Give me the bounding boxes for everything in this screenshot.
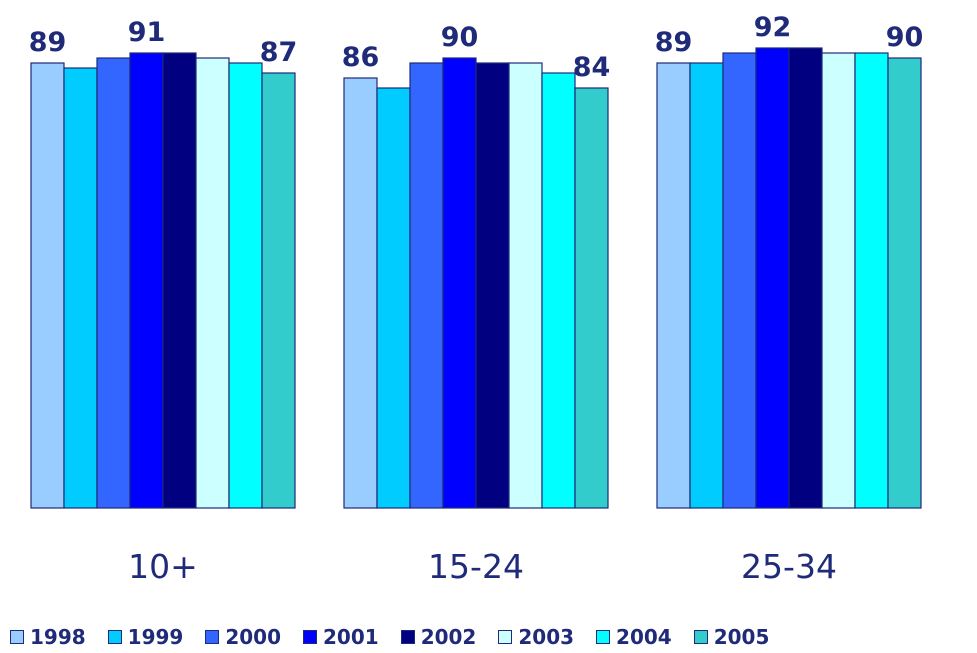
- legend-item: 2002: [400, 625, 477, 649]
- bar-25-34-2003: [821, 52, 856, 509]
- value-labels-group: 89 91 87 86 90 84 89 92 90: [29, 12, 924, 83]
- data-label: 92: [754, 12, 792, 43]
- bar-15-24-2005: [574, 87, 609, 509]
- legend-item: 2003: [498, 625, 574, 649]
- legend-item: 1998: [10, 625, 86, 649]
- legend-label: 1999: [127, 625, 184, 649]
- data-label: 87: [260, 37, 298, 68]
- data-label: 90: [441, 22, 479, 53]
- legend-item: 2005: [693, 625, 770, 649]
- legend-swatch: [205, 630, 220, 644]
- bar-10+-2001: [129, 52, 164, 509]
- bar-10+-2003: [195, 57, 230, 509]
- bar-10+-2005: [261, 72, 296, 509]
- bar-10+-2004: [228, 62, 263, 509]
- data-label: 89: [29, 27, 67, 58]
- legend-label: 2000: [225, 625, 282, 649]
- bar-10+-1998: [30, 62, 65, 509]
- bar-chart: 89 91 87 86 90 84 89 92 90 10+ 15-24 25-34: [29, 12, 924, 586]
- bar-25-34-2001: [755, 47, 790, 509]
- legend-label: 2003: [518, 625, 575, 649]
- legend-item: 2004: [596, 625, 672, 649]
- legend-swatch: [498, 630, 513, 644]
- data-label: 90: [886, 22, 924, 53]
- bar-15-24-2004: [541, 72, 576, 509]
- legend-swatch: [400, 630, 415, 644]
- legend-label: 2002: [420, 625, 477, 649]
- legend-item: 2000: [205, 625, 281, 649]
- legend-swatch: [596, 630, 611, 644]
- legend-swatch: [303, 630, 318, 644]
- data-label: 86: [342, 42, 380, 73]
- legend: 1998 1999 2000 2001 2002 2003 2004 2005: [10, 625, 791, 649]
- bar-10+-1999: [63, 67, 98, 509]
- legend-label: 2005: [713, 625, 770, 649]
- bar-25-34-2004: [854, 52, 889, 509]
- category-label: 10+: [128, 547, 198, 586]
- legend-swatch: [10, 630, 24, 644]
- bars-group: [30, 47, 922, 509]
- bar-10+-2002: [162, 52, 197, 509]
- legend-item: 2001: [303, 625, 379, 649]
- bar-15-24-1998: [343, 77, 378, 509]
- category-label: 25-34: [741, 547, 837, 586]
- bar-25-34-2000: [722, 52, 757, 509]
- legend-swatch: [693, 630, 708, 644]
- category-labels-group: 10+ 15-24 25-34: [128, 547, 837, 586]
- bar-15-24-2000: [409, 62, 444, 509]
- bar-15-24-1999: [376, 87, 411, 509]
- data-label: 89: [655, 27, 693, 58]
- bar-25-34-1998: [656, 62, 691, 509]
- data-label: 91: [128, 17, 166, 48]
- bar-25-34-1999: [689, 62, 724, 509]
- legend-item: 1999: [107, 625, 184, 649]
- bar-15-24-2003: [508, 62, 543, 509]
- bar-15-24-2002: [475, 62, 510, 509]
- legend-label: 2001: [323, 625, 379, 649]
- legend-label: 2004: [616, 625, 672, 649]
- bar-25-34-2005: [887, 57, 922, 509]
- category-label: 15-24: [428, 547, 524, 586]
- legend-swatch: [107, 630, 122, 644]
- bar-25-34-2002: [788, 47, 823, 509]
- legend-label: 1998: [30, 625, 86, 649]
- bar-10+-2000: [96, 57, 131, 509]
- data-label: 84: [573, 52, 611, 83]
- bar-15-24-2001: [442, 57, 477, 509]
